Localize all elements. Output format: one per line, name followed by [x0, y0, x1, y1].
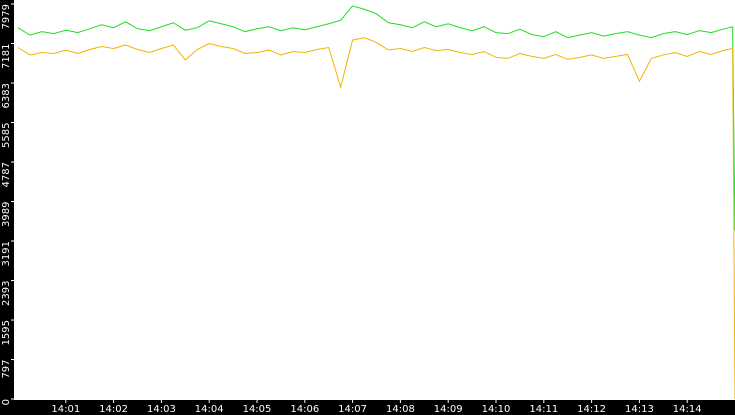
- y-tick-label: 2393: [1, 281, 12, 306]
- y-tick-label: 0: [1, 399, 12, 405]
- x-tick-label: 14:01: [51, 404, 80, 415]
- x-tick-label: 14:08: [386, 404, 415, 415]
- x-tick-label: 14:02: [99, 404, 128, 415]
- y-tick-label: 797: [1, 360, 12, 379]
- y-tick-label: 3191: [1, 241, 12, 266]
- x-tick-label: 14:13: [625, 404, 654, 415]
- y-tick-label: 7979: [1, 4, 12, 29]
- x-tick-label: 14:07: [338, 404, 367, 415]
- x-tick-label: 14:03: [147, 404, 176, 415]
- y-tick-label: 6383: [1, 83, 12, 108]
- x-tick-label: 14:04: [195, 404, 224, 415]
- x-tick-label: 14:05: [243, 404, 272, 415]
- x-tick-label: 14:10: [482, 404, 511, 415]
- x-tick-label: 14:12: [577, 404, 606, 415]
- series-line: [17, 37, 735, 400]
- y-tick-label: 7181: [1, 44, 12, 69]
- x-tick-label: 14:06: [290, 404, 319, 415]
- y-tick-label: 5585: [1, 123, 12, 148]
- x-axis-strip: [0, 400, 735, 415]
- x-tick-label: 14:09: [434, 404, 463, 415]
- series-line: [17, 5, 735, 231]
- x-tick-label: 14:14: [673, 404, 702, 415]
- y-tick-label: 4787: [1, 162, 12, 187]
- x-tick-label: 14:11: [529, 404, 558, 415]
- y-tick-label: 1595: [1, 320, 12, 345]
- y-axis-strip: [0, 0, 14, 415]
- y-tick-label: 3989: [1, 202, 12, 227]
